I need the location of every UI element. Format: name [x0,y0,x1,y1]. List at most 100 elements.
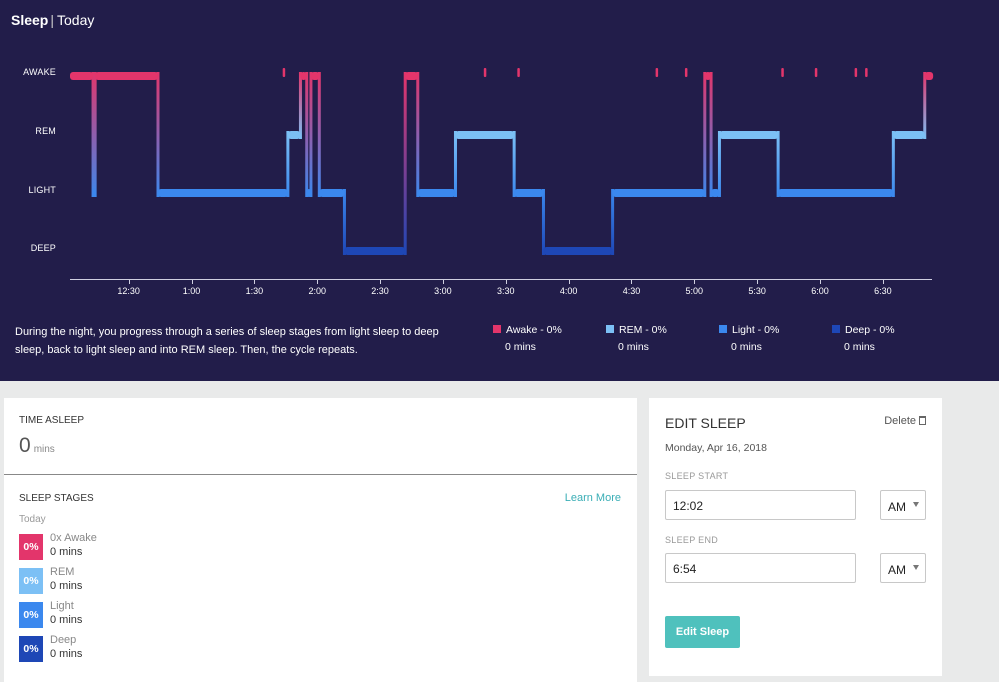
stage-bar-rem [287,131,301,139]
awake-mark [781,68,784,77]
y-label-light: LIGHT [28,185,56,195]
stage-bar-awake [704,72,712,80]
x-tick [631,279,633,284]
sleep-stages-subtitle: Today [19,514,46,525]
stage-bar-awake [924,72,934,80]
x-tick-label: 3:00 [434,286,452,296]
stage-mins-light: 0 mins [50,614,83,626]
sleep-start-input[interactable]: 12:02 [665,490,856,520]
stage-bar-light [93,189,96,197]
stage-transition [709,72,713,197]
stage-transition [305,72,309,197]
stage-bar-light [612,189,705,197]
stage-transition [703,72,707,197]
sleep-date: Monday, Apr 16, 2018 [665,442,767,454]
sleep-start-ampm-select[interactable]: AM [880,490,926,520]
x-tick [882,279,884,284]
stage-bar-awake [300,72,307,80]
legend-awake: Awake - 0% 0 mins [493,324,562,353]
legend-label-light: Light - 0% [732,324,780,336]
stage-row-awake: 0% 0x Awake 0 mins [19,532,319,560]
awake-mark [865,68,868,77]
x-tick [128,279,130,284]
stage-bar-rem [893,131,925,139]
divider [4,474,637,475]
legend-swatch-deep [832,325,840,333]
legend-mins-rem: 0 mins [618,341,649,353]
x-tick [757,279,759,284]
awake-mark [282,68,286,77]
stage-transition [309,72,313,197]
x-tick-label: 5:30 [748,286,766,296]
edit-sleep-title: EDIT SLEEP [665,415,746,431]
stage-name-awake: 0x Awake [50,532,97,544]
delete-button[interactable]: Delete [884,415,926,427]
stage-transition [416,72,420,197]
time-asleep-unit: mins [33,444,55,455]
stage-transition [91,72,95,197]
legend-label-deep: Deep - 0% [845,324,895,336]
stage-name-deep: Deep [50,634,77,646]
x-tick [568,279,570,284]
stage-transition [717,131,721,197]
x-tick-label: 1:30 [245,286,264,296]
x-tick-label: 6:00 [811,286,829,296]
stage-bar-awake [70,72,94,80]
stage-bar-light [778,189,894,197]
chevron-down-icon [913,502,919,507]
x-tick [317,279,319,284]
stage-bar-light [417,189,456,197]
x-tick-label: 1:00 [182,286,201,296]
sleep-end-input[interactable]: 6:54 [665,553,856,583]
awake-mark [814,68,818,77]
x-tick [254,279,256,284]
sleep-start-ampm-value: AM [888,500,906,514]
stage-transition [453,131,457,197]
stage-mins-rem: 0 mins [50,580,83,592]
stage-row-light: 0% Light 0 mins [19,600,319,628]
stage-bar-rem [719,131,779,139]
x-tick-label: 2:00 [308,286,326,296]
stage-transition [891,131,895,197]
stage-bar-light [711,189,720,197]
awake-mark [517,68,520,77]
legend-label-awake: Awake - 0% [506,324,562,336]
learn-more-link[interactable]: Learn More [564,492,621,504]
stage-transition [342,189,346,255]
x-tick [505,279,507,284]
stage-name-rem: REM [50,566,75,578]
stage-bar-deep [344,247,406,255]
stage-transition [286,131,290,197]
title-sub: Today [57,12,95,28]
stage-bar-rem [455,131,515,139]
x-tick-label: 4:00 [559,286,578,296]
stage-transition [298,72,302,139]
x-tick-label: 2:30 [371,286,389,296]
x-tick [442,279,444,284]
sleep-chart-panel: Sleep | Today AWAKE REM LIGHT DEEP 12:30 1:… [0,0,999,381]
title-main: Sleep [11,12,49,28]
stage-bar-light [514,189,544,197]
time-asleep-number: 0 [19,434,31,457]
stage-row-deep: 0% Deep 0 mins [19,634,319,662]
legend-label-rem: REM - 0% [619,324,667,336]
y-label-deep: DEEP [30,243,56,253]
stage-bar-deep [543,247,613,255]
page-title: Sleep | Today [11,12,95,28]
sleep-end-ampm-select[interactable]: AM [880,553,926,583]
stage-bar-awake [405,72,418,80]
time-asleep-value: 0 mins [19,434,55,458]
x-tick [191,279,193,284]
legend-mins-awake: 0 mins [505,341,536,353]
stage-bar-awake [95,72,158,80]
x-tick [820,279,821,284]
sleep-summary-card: TIME ASLEEP 0 mins SLEEP STAGES Learn Mor… [4,398,637,682]
delete-label: Delete [884,415,916,427]
trash-icon [919,416,926,425]
legend-mins-deep: 0 mins [844,341,875,353]
y-label-rem: REM [35,126,56,136]
legend-rem: REM - 0% 0 mins [606,324,667,353]
edit-sleep-button[interactable]: Edit Sleep [665,616,740,648]
legend-swatch-awake [493,325,501,333]
x-tick-label: 6:30 [874,286,892,296]
